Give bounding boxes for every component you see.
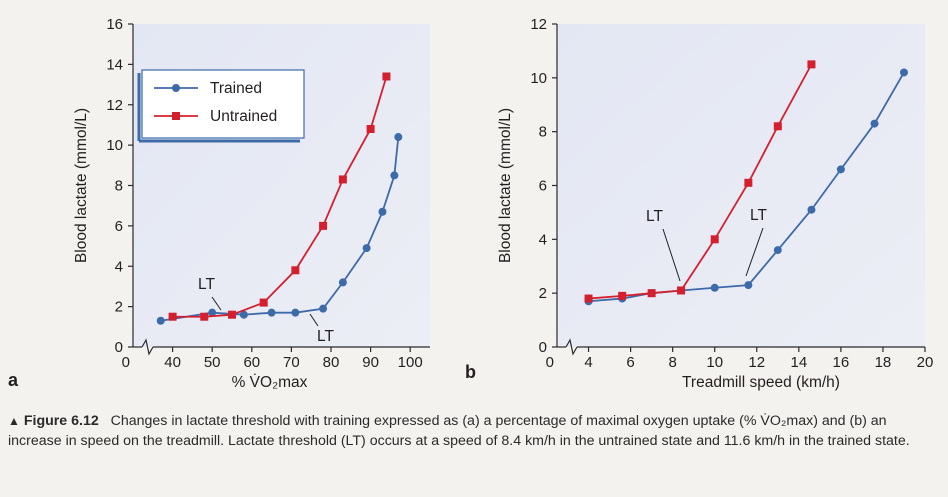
data-point-trained: [807, 205, 816, 214]
y-tick-label: 10: [530, 70, 547, 87]
x-tick-label: 4: [584, 354, 592, 371]
data-point-trained: [390, 171, 399, 180]
x-tick-label: 18: [875, 354, 892, 371]
lt-annotation-label: LT: [750, 207, 767, 224]
data-point-trained: [710, 283, 719, 292]
data-point-trained: [362, 244, 371, 253]
data-point-untrained: [200, 312, 209, 321]
y-tick-label: 0: [539, 339, 547, 356]
panel-label: b: [465, 362, 476, 382]
data-point-untrained: [677, 286, 686, 295]
y-axis-label: Blood lactate (mmol/L): [497, 108, 514, 263]
x-axis-label: Treadmill speed (km/h): [682, 374, 840, 391]
legend: Trained Untrained: [137, 69, 305, 143]
x-tick-label: 50: [204, 354, 221, 371]
lt-annotation-label: LT: [646, 208, 663, 225]
lt-annotation-leader: [745, 227, 764, 277]
data-point-untrained: [382, 72, 391, 81]
x-tick-label: 60: [243, 354, 260, 371]
x-tick-label: 14: [790, 354, 807, 371]
y-tick-label: 6: [539, 178, 547, 195]
data-point-untrained: [366, 124, 375, 133]
lt-annotation-leader: [211, 296, 222, 311]
legend-box: [141, 69, 305, 139]
legend-marker-untrained: [172, 112, 180, 120]
data-point-untrained: [744, 178, 753, 187]
data-point-untrained: [618, 291, 627, 300]
data-point-untrained: [319, 221, 328, 230]
legend-label-untrained: Untrained: [210, 108, 277, 125]
legend-label-trained: Trained: [210, 80, 262, 97]
data-point-trained: [291, 308, 300, 317]
x-tick-label: 6: [626, 354, 634, 371]
data-point-trained: [773, 246, 782, 255]
lt-annotation-label: LT: [317, 328, 334, 345]
data-point-trained: [870, 119, 879, 128]
data-point-trained: [267, 308, 276, 317]
y-tick-label: 2: [115, 299, 123, 316]
x-tick-label: 20: [917, 354, 934, 371]
y-tick-label: 4: [539, 231, 547, 248]
x-axis-label: % V̇O₂max: [232, 374, 308, 391]
figure-caption: ▲ Figure 6.12 Changes in lactate thresho…: [8, 412, 938, 451]
data-point-untrained: [338, 175, 347, 184]
data-point-trained: [836, 165, 845, 174]
chart-panel-a: 0 2 4 6 8 10 12 14 16 0 40 50 60 70 80 90 100 Blood lacta…: [8, 16, 430, 391]
data-point-trained: [378, 207, 387, 216]
caption-text: Changes in lactate threshold with traini…: [8, 413, 910, 449]
data-point-untrained: [168, 312, 177, 321]
data-point-trained: [208, 308, 217, 317]
lt-annotation-leader: [309, 313, 319, 327]
y-axis-label: Blood lactate (mmol/L): [73, 108, 90, 263]
y-tick-label: 10: [106, 137, 123, 154]
caption-triangle-marker: ▲: [8, 414, 20, 428]
y-tick-label: 4: [115, 258, 123, 275]
x-tick-label: 70: [283, 354, 300, 371]
data-point-untrained: [228, 310, 236, 319]
y-tick-label: 14: [106, 56, 123, 73]
x-tick-label: 80: [323, 354, 340, 371]
y-tick-label: 8: [539, 124, 547, 141]
data-point-trained: [899, 68, 908, 77]
data-point-trained: [239, 310, 248, 319]
x-tick-label: 90: [362, 354, 379, 371]
chart-panel-b: 0 2 4 6 8 10 12 0 4 6 8 10 12 14 16 18 20 Blood lactate (…: [465, 16, 933, 391]
data-point-trained: [394, 133, 403, 142]
data-point-untrained: [807, 60, 816, 69]
x-tick-label: 12: [748, 354, 765, 371]
legend-marker-trained: [172, 84, 180, 92]
data-point-trained: [744, 281, 753, 290]
y-tick-label: 12: [530, 16, 547, 33]
x-tick-label: 8: [668, 354, 676, 371]
panel-label: a: [8, 370, 19, 390]
lt-annotation-leader: [662, 228, 681, 282]
lt-annotation-label: LT: [198, 276, 215, 293]
data-point-untrained: [584, 294, 593, 303]
y-tick-label: 12: [106, 97, 123, 114]
data-point-trained: [156, 316, 165, 325]
caption-figure-number: Figure 6.12: [23, 413, 99, 429]
series-line-untrained: [588, 63, 813, 300]
x-tick-label: 0: [546, 354, 554, 371]
data-point-untrained: [773, 122, 782, 131]
y-tick-label: 0: [115, 339, 123, 356]
x-tick-label: 0: [122, 354, 130, 371]
data-point-trained: [338, 278, 347, 287]
data-point-untrained: [710, 235, 719, 244]
x-tick-label: 40: [164, 354, 181, 371]
y-tick-label: 16: [106, 16, 123, 33]
data-point-untrained: [259, 298, 268, 307]
x-axis-break: [141, 338, 154, 356]
data-point-untrained: [647, 289, 656, 298]
x-tick-label: 100: [398, 354, 423, 371]
data-point-untrained: [291, 266, 300, 275]
y-tick-label: 2: [539, 285, 547, 302]
y-tick-label: 8: [115, 178, 123, 195]
x-tick-label: 16: [833, 354, 850, 371]
y-tick-label: 6: [115, 218, 123, 235]
x-tick-label: 10: [706, 354, 723, 371]
x-axis-break: [565, 338, 578, 356]
data-point-trained: [319, 304, 328, 313]
